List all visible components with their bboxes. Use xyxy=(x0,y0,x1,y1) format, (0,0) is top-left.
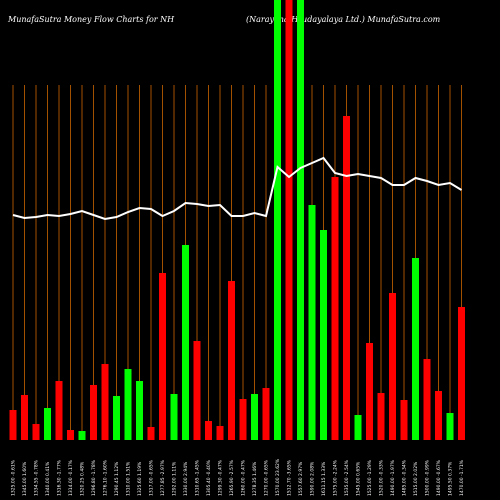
x-tick-label: 1495.50 0.37% xyxy=(448,461,454,496)
bar xyxy=(297,0,304,440)
bar xyxy=(182,245,189,440)
bar xyxy=(9,410,17,440)
x-tick-label: 1310.65 -1.45% xyxy=(195,459,201,496)
x-tick-label: 1470.00 -1.71% xyxy=(459,459,465,496)
x-tick-label: 1278.35 1.46% xyxy=(252,461,258,496)
bar xyxy=(55,381,63,440)
x-tick-label: 1265.90 -2.57% xyxy=(229,459,235,496)
x-tick-label: 1575.00 -2.24% xyxy=(333,459,339,496)
x-tick-label: 1334.55 -0.78% xyxy=(34,459,40,496)
plot xyxy=(9,0,465,440)
bar xyxy=(113,396,120,440)
bar xyxy=(216,426,224,440)
bar xyxy=(389,293,396,440)
x-tick-label: 1611.15 1.33% xyxy=(321,461,327,496)
chart-subtitle: (Narayana Hrudayalaya Ltd.) MunafaSutra.… xyxy=(246,15,441,24)
bar xyxy=(21,395,28,440)
bar xyxy=(354,415,362,440)
x-tick-label: 1310.00 1.51% xyxy=(126,461,132,496)
bar xyxy=(446,413,454,440)
bar xyxy=(412,258,419,440)
x-tick-label: 1290.45 1.12% xyxy=(114,461,120,496)
x-tick-label: 1260.00 -0.47% xyxy=(241,459,247,496)
x-tick-label: 1525.00 -1.29% xyxy=(367,459,373,496)
x-tick-label: 1515.00 2.02% xyxy=(413,461,419,496)
bar xyxy=(320,230,327,440)
x-tick-label: 1340.00 0.41% xyxy=(45,461,51,496)
bar xyxy=(458,307,465,440)
bar xyxy=(193,341,201,440)
bar xyxy=(308,205,316,440)
x-tick-label: 1490.00 -0.67% xyxy=(436,459,442,496)
bar xyxy=(44,408,51,440)
bar xyxy=(423,359,431,440)
x-tick-label: 1500.00 -0.99% xyxy=(425,459,431,496)
x-tick-label: 1320.25 0.48% xyxy=(80,461,86,496)
x-tick-label: 1330.00 2.94% xyxy=(183,461,189,496)
x-tick-label: 1570.00 23.62% xyxy=(275,458,281,496)
bar xyxy=(331,177,339,440)
bar xyxy=(228,281,235,440)
x-tick-label: 1316.30 -1.77% xyxy=(57,459,63,496)
bar xyxy=(147,427,155,440)
x-tick-label: 1490.00 -1.97% xyxy=(390,459,396,496)
bar xyxy=(262,388,270,440)
x-tick-label: 1317.00 -0.65% xyxy=(149,459,155,496)
bar xyxy=(159,273,166,440)
bar xyxy=(435,391,442,440)
bar xyxy=(400,400,408,440)
bar xyxy=(239,399,247,440)
bar xyxy=(90,385,97,440)
bar xyxy=(67,430,74,440)
x-tick-label: 1325.60 1.19% xyxy=(137,461,143,496)
x-tick-label: 1545.00 0.65% xyxy=(356,461,362,496)
x-tick-label: 1590.00 2.08% xyxy=(310,461,316,496)
x-tick-label: 1292.00 1.11% xyxy=(172,461,178,496)
price-line xyxy=(12,156,463,221)
bar xyxy=(101,364,109,440)
x-tick-label: 1325.00 -0.61% xyxy=(11,459,17,496)
x-tick-label: 1276.10 -1.60% xyxy=(103,459,109,496)
x-tick-label: 1345.00 1.60% xyxy=(22,461,28,496)
x-tick-label: 1314.00 -0.17% xyxy=(68,459,74,496)
chart-title: MunafaSutra Money Flow Charts for NH xyxy=(7,15,175,24)
x-tick-label: 1277.85 -2.97% xyxy=(160,459,166,496)
bar xyxy=(366,343,373,440)
bar xyxy=(78,431,86,440)
bar xyxy=(205,421,212,440)
x-tick-label: 1296.80 -1.78% xyxy=(91,459,97,496)
x-tick-label: 1535.00 -2.54% xyxy=(344,459,350,496)
x-tick-label: 1512.70 -3.65% xyxy=(287,459,293,496)
bar xyxy=(136,381,143,440)
bar xyxy=(251,394,258,440)
x-tick-label: 1270.00 -0.65% xyxy=(264,459,270,496)
bar xyxy=(124,369,132,440)
bar xyxy=(377,393,385,440)
x-tick-label: 1520.00 -0.33% xyxy=(379,459,385,496)
bar xyxy=(343,116,350,440)
bar xyxy=(32,424,40,440)
bar xyxy=(285,0,293,440)
x-tick-label: 1557.60 2.97% xyxy=(298,461,304,496)
x-tick-label: 1485.00 -0.34% xyxy=(402,459,408,496)
bar xyxy=(170,394,178,440)
x-tick-label: 1305.40 -0.40% xyxy=(206,459,212,496)
bar xyxy=(274,0,281,440)
x-tick-label: 1299.30 -0.47% xyxy=(218,459,224,496)
